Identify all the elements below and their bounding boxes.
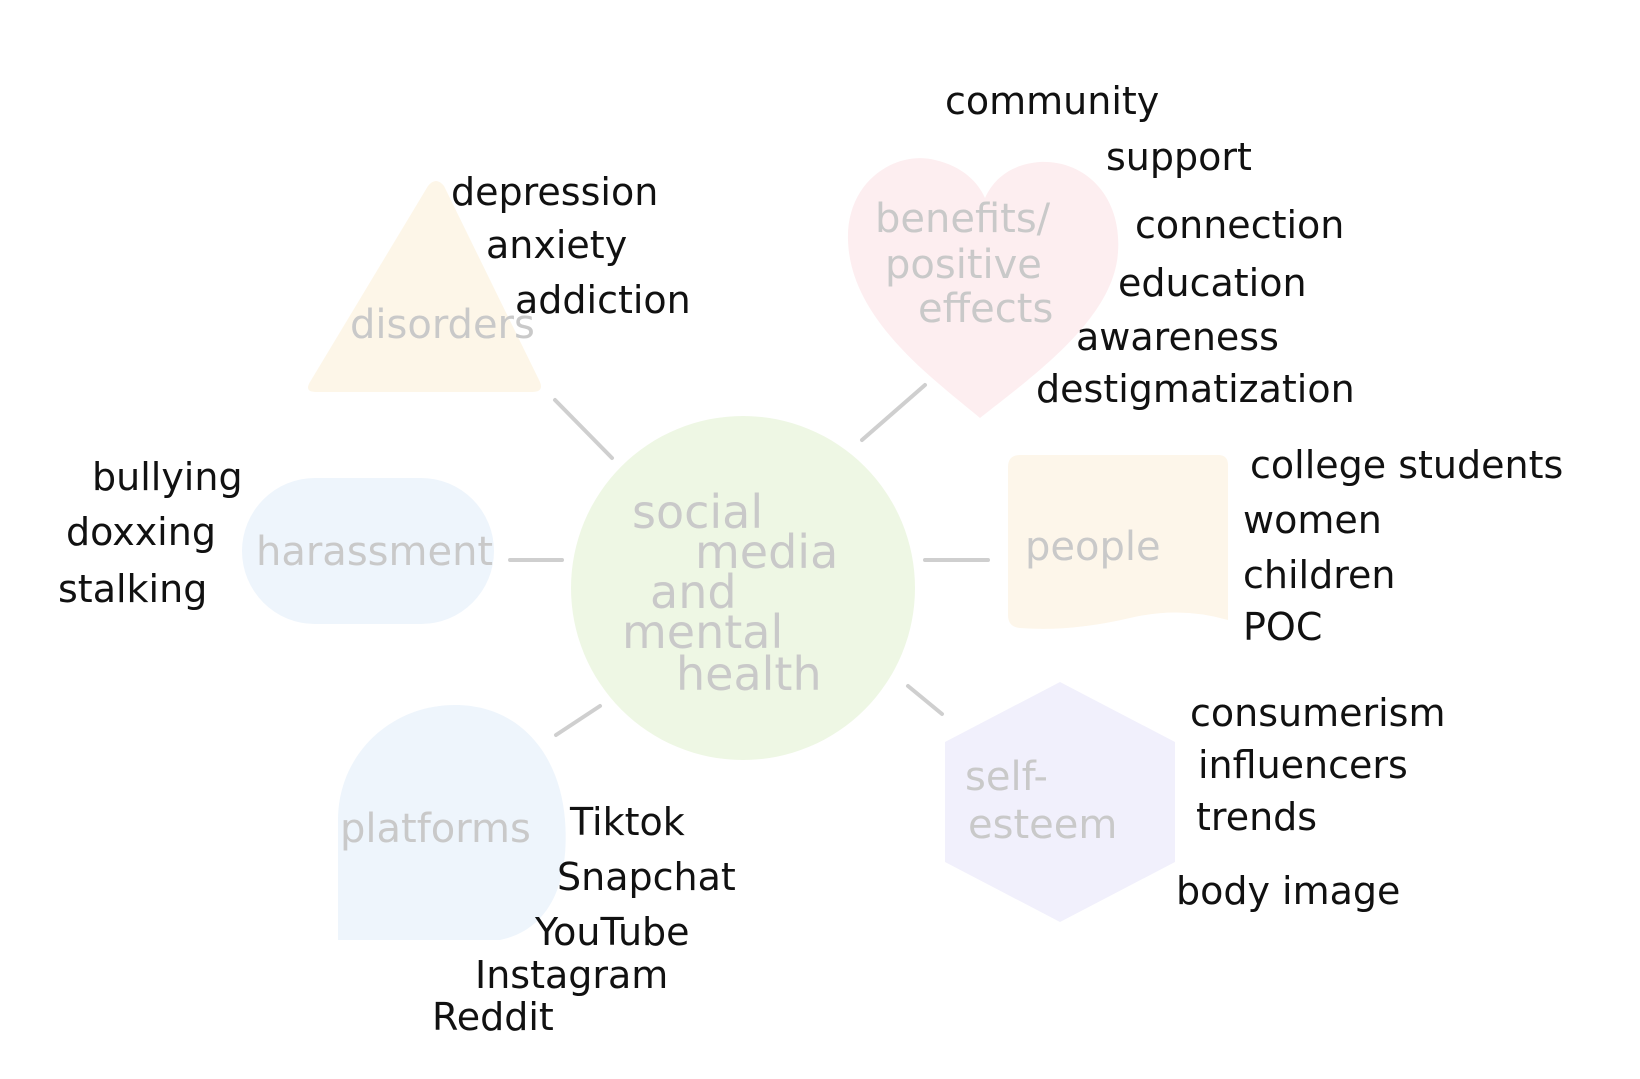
benefits-label-line: positive: [885, 242, 1042, 288]
hub-label-line-3: and: [650, 565, 737, 619]
self-esteem-item: body image: [1176, 869, 1400, 913]
banner-shape: [1008, 455, 1228, 629]
platforms-item: Tiktok: [569, 800, 685, 844]
benefits-item: community: [945, 79, 1159, 123]
spoke-platforms: [554, 704, 602, 737]
hub-label-line-5: health: [676, 647, 822, 701]
people-item: women: [1243, 498, 1382, 542]
self-esteem-item: trends: [1196, 795, 1317, 839]
self-esteem-label-line: esteem: [968, 802, 1117, 848]
hub-circle: [571, 416, 915, 760]
disorders-label: disorders: [350, 302, 535, 348]
node-harassment: harassment bullying doxxing stalking: [58, 455, 494, 624]
spoke-self-esteem: [906, 684, 944, 716]
speech-bubble-shape: [338, 705, 566, 940]
node-people: people college students women children P…: [1008, 443, 1563, 649]
benefits-item: connection: [1135, 203, 1344, 247]
benefits-label-line: benefits/: [875, 196, 1051, 242]
people-label: people: [1025, 524, 1161, 570]
connector-lines: [508, 383, 990, 737]
spoke-disorders: [553, 398, 614, 460]
disorders-item: anxiety: [486, 223, 627, 267]
benefits-item: education: [1118, 261, 1307, 305]
people-item: children: [1243, 553, 1395, 597]
benefits-item: destigmatization: [1036, 367, 1355, 411]
platforms-item: Snapchat: [557, 855, 736, 899]
triangle-shape: [308, 181, 541, 392]
benefits-label-line: effects: [918, 286, 1053, 332]
people-item: college students: [1250, 443, 1563, 487]
platforms-item: Reddit: [432, 995, 554, 1039]
node-benefits: benefits/ positive effects community sup…: [847, 79, 1355, 418]
heart-shape: [847, 158, 1119, 418]
harassment-item: bullying: [92, 455, 243, 499]
harassment-label: harassment: [256, 529, 493, 575]
platforms-item: YouTube: [534, 910, 690, 954]
hub-label-line-4: mental: [622, 605, 783, 659]
people-item: POC: [1243, 605, 1322, 649]
disorders-item: depression: [451, 170, 658, 214]
hub-node: social media and mental health: [571, 416, 915, 760]
node-platforms: platforms Tiktok Snapchat YouTube Instag…: [338, 705, 736, 1039]
disorders-item: addiction: [515, 278, 691, 322]
node-self-esteem: self- esteem consumerism influencers tre…: [945, 682, 1446, 922]
benefits-item: support: [1106, 135, 1252, 179]
pill-shape: [242, 478, 494, 624]
self-esteem-item: consumerism: [1190, 691, 1446, 735]
platforms-item: Instagram: [475, 953, 668, 997]
hub-label-line-1: social: [632, 485, 763, 539]
harassment-item: doxxing: [66, 510, 216, 554]
self-esteem-item: influencers: [1198, 743, 1408, 787]
spoke-benefits: [860, 383, 927, 442]
self-esteem-label-line: self-: [965, 754, 1048, 800]
harassment-item: stalking: [58, 567, 207, 611]
hexagon-shape: [945, 682, 1175, 922]
node-disorders: disorders depression anxiety addiction: [308, 170, 691, 392]
hub-label-line-2: media: [695, 525, 838, 579]
platforms-label: platforms: [340, 806, 531, 852]
benefits-item: awareness: [1076, 315, 1279, 359]
